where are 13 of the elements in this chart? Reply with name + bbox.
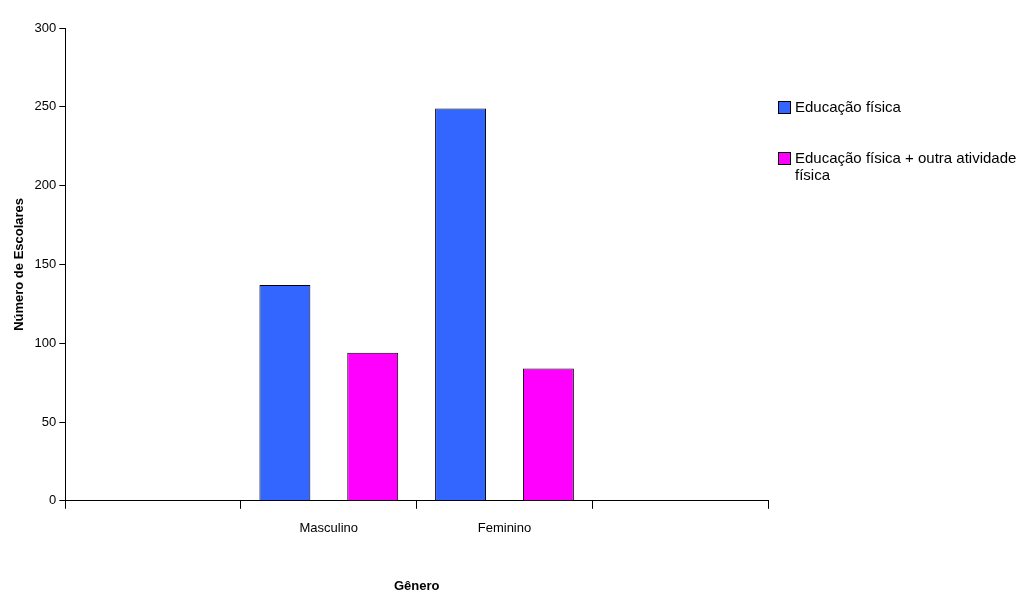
y-tick-label: 150 <box>34 255 57 271</box>
y-tick-label: 50 <box>41 413 57 429</box>
y-tick-label: 100 <box>34 334 57 350</box>
y-tick-label: 0 <box>49 492 57 508</box>
x-tick-label: Masculino <box>299 520 359 536</box>
x-tick-label: Feminino <box>477 520 532 536</box>
y-tick-label: 250 <box>34 98 57 114</box>
legend-label: Educação física <box>795 98 901 115</box>
legend-label: Educação física + outra atividade física <box>795 149 1018 183</box>
y-tick-label: 300 <box>34 19 57 35</box>
y-axis-title: Número de Escolares <box>11 197 27 331</box>
x-axis-title: Gênero <box>393 577 440 593</box>
y-tick-label: 200 <box>34 177 57 193</box>
